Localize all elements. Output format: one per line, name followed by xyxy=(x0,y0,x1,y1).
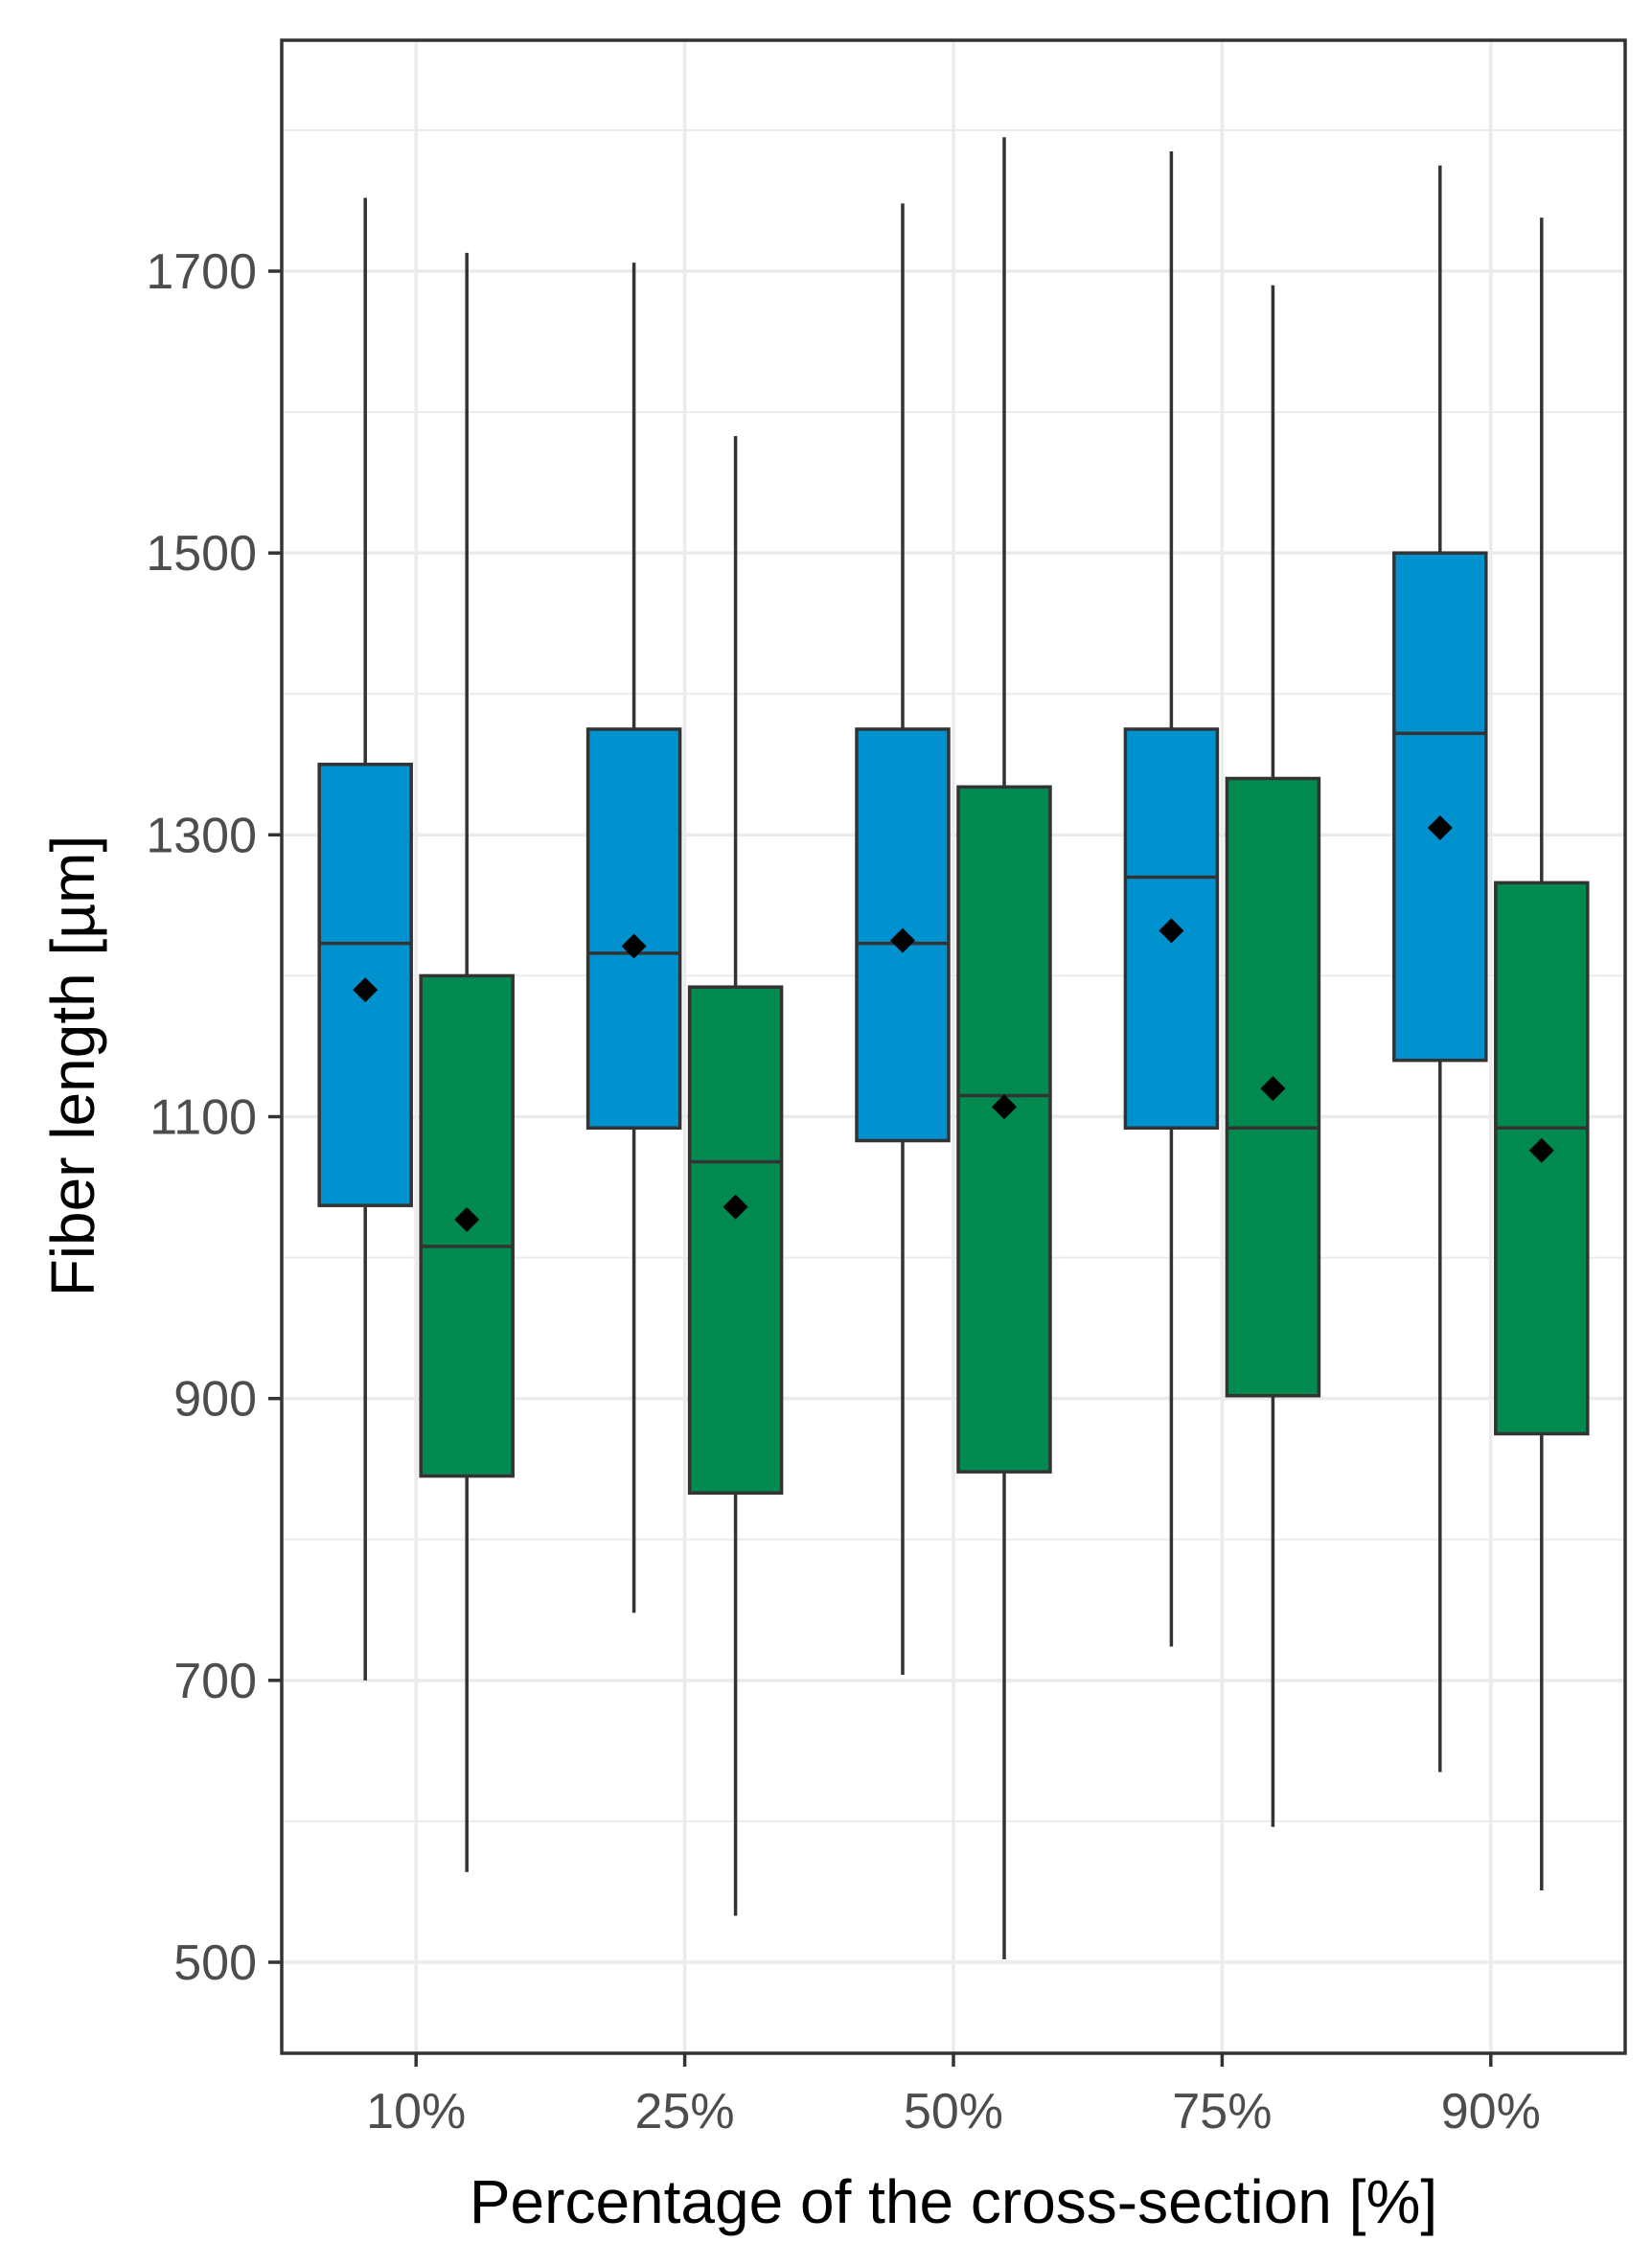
box-iqr xyxy=(1392,551,1488,1063)
mean-marker xyxy=(1260,1076,1286,1102)
box-iqr xyxy=(419,973,515,1478)
x-tick-label: 25% xyxy=(635,2084,735,2139)
box-iqr xyxy=(956,785,1052,1474)
box-green-75pct xyxy=(1225,285,1321,1827)
x-axis: 10% 25% 50% 75% 90% xyxy=(366,2053,1541,2139)
box-iqr xyxy=(687,985,784,1495)
y-tick-label: 1700 xyxy=(146,244,257,300)
mean-marker xyxy=(890,927,915,953)
y-tick-label: 500 xyxy=(173,1935,257,1991)
y-tick-label: 1500 xyxy=(146,526,257,582)
mean-marker xyxy=(353,977,379,1003)
mean-marker xyxy=(992,1094,1017,1120)
mean-marker xyxy=(723,1194,748,1220)
y-axis-title: Fiber length [µm] xyxy=(38,835,107,1297)
box-blue-25pct xyxy=(585,263,682,1613)
y-tick-label: 700 xyxy=(173,1654,257,1709)
mean-marker xyxy=(1159,918,1184,944)
mean-marker xyxy=(1427,814,1453,840)
box-green-90pct xyxy=(1494,217,1590,1890)
y-tick-label: 1300 xyxy=(146,808,257,863)
boxes-layer xyxy=(317,137,1590,1960)
box-blue-90pct xyxy=(1392,165,1488,1773)
y-axis: 500 700 900 1100 1300 1500 1700 xyxy=(146,244,282,1991)
mean-marker xyxy=(621,933,647,959)
x-tick-label: 10% xyxy=(366,2084,466,2139)
x-axis-title: Percentage of the cross-section [%] xyxy=(470,2167,1437,2236)
mean-marker xyxy=(1528,1137,1554,1163)
box-green-10pct xyxy=(419,252,515,1872)
box-green-50pct xyxy=(956,137,1052,1960)
y-tick-label: 900 xyxy=(173,1372,257,1428)
box-iqr xyxy=(585,727,682,1131)
box-blue-75pct xyxy=(1123,150,1220,1647)
box-blue-10pct xyxy=(317,197,413,1681)
x-tick-label: 50% xyxy=(904,2084,1003,2139)
x-tick-label: 90% xyxy=(1441,2084,1541,2139)
grid-major xyxy=(282,40,1625,2053)
mean-marker xyxy=(454,1206,480,1232)
x-tick-label: 75% xyxy=(1172,2084,1272,2139)
box-blue-50pct xyxy=(855,203,951,1675)
y-tick-label: 1100 xyxy=(149,1090,257,1146)
box-green-25pct xyxy=(687,436,784,1916)
